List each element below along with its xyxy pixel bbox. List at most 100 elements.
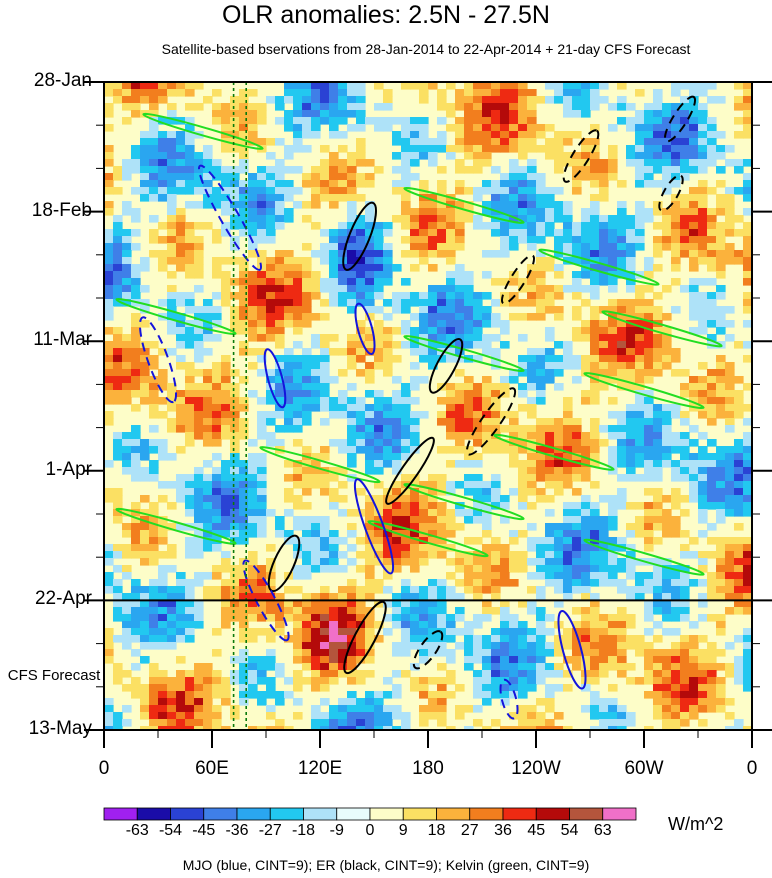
anomaly-cell bbox=[635, 110, 645, 118]
anomaly-cell bbox=[104, 712, 114, 720]
anomaly-cell bbox=[149, 187, 159, 195]
anomaly-cell bbox=[500, 215, 510, 223]
kelvin-contour bbox=[583, 372, 705, 410]
anomaly-cell bbox=[158, 565, 168, 573]
anomaly-cell bbox=[266, 292, 276, 300]
anomaly-cell bbox=[338, 187, 348, 195]
anomaly-cell bbox=[194, 726, 204, 730]
anomaly-cell bbox=[500, 726, 510, 730]
anomaly-cell bbox=[536, 425, 546, 433]
anomaly-cell bbox=[464, 327, 474, 335]
anomaly-cell bbox=[491, 635, 501, 643]
anomaly-cell bbox=[113, 516, 123, 524]
anomaly-cell bbox=[671, 180, 681, 188]
mjo-contour bbox=[499, 678, 519, 720]
anomaly-cell bbox=[347, 257, 357, 265]
anomaly-cell bbox=[500, 642, 510, 650]
anomaly-cell bbox=[338, 243, 348, 251]
anomaly-cell bbox=[347, 271, 357, 279]
anomaly-cell bbox=[617, 705, 627, 713]
anomaly-cell bbox=[158, 411, 168, 419]
anomaly-cell bbox=[383, 348, 393, 356]
anomaly-cell bbox=[671, 201, 681, 209]
anomaly-cell bbox=[500, 670, 510, 678]
anomaly-cell bbox=[113, 229, 123, 237]
anomaly-cell bbox=[563, 425, 573, 433]
anomaly-cell bbox=[527, 453, 537, 461]
anomaly-cell bbox=[401, 418, 411, 426]
anomaly-cell bbox=[293, 460, 303, 468]
anomaly-cell bbox=[509, 159, 519, 167]
anomaly-cell bbox=[167, 180, 177, 188]
anomaly-cell bbox=[482, 439, 492, 447]
anomaly-cell bbox=[734, 117, 744, 125]
anomaly-cell bbox=[653, 572, 663, 580]
anomaly-cell bbox=[410, 502, 420, 510]
anomaly-cell bbox=[536, 215, 546, 223]
anomaly-cell bbox=[446, 215, 456, 223]
anomaly-cell bbox=[266, 397, 276, 405]
anomaly-cell bbox=[347, 544, 357, 552]
anomaly-cell bbox=[509, 376, 519, 384]
anomaly-cell bbox=[572, 418, 582, 426]
anomaly-cell bbox=[149, 138, 159, 146]
colorbar-tick-label: 0 bbox=[365, 822, 375, 839]
anomaly-cell bbox=[365, 201, 375, 209]
anomaly-cell bbox=[284, 257, 294, 265]
anomaly-cell bbox=[590, 481, 600, 489]
anomaly-cell bbox=[500, 621, 510, 629]
anomaly-cell bbox=[140, 299, 150, 307]
anomaly-cell bbox=[707, 684, 717, 692]
anomaly-cell bbox=[239, 628, 249, 636]
anomaly-cell bbox=[230, 306, 240, 314]
anomaly-cell bbox=[113, 264, 123, 272]
anomaly-cell bbox=[536, 537, 546, 545]
anomaly-cell bbox=[545, 229, 555, 237]
anomaly-cell bbox=[527, 124, 537, 132]
anomaly-cell bbox=[437, 215, 447, 223]
anomaly-cell bbox=[590, 369, 600, 377]
anomaly-cell bbox=[662, 726, 672, 730]
anomaly-cell bbox=[365, 257, 375, 265]
anomaly-cell bbox=[599, 635, 609, 643]
anomaly-cell bbox=[653, 243, 663, 251]
anomaly-cell bbox=[158, 187, 168, 195]
anomaly-cell bbox=[707, 691, 717, 699]
anomaly-cell bbox=[275, 257, 285, 265]
anomaly-cell bbox=[266, 684, 276, 692]
anomaly-cell bbox=[464, 124, 474, 132]
anomaly-cell bbox=[617, 425, 627, 433]
anomaly-cell bbox=[455, 208, 465, 216]
anomaly-cell bbox=[203, 523, 213, 531]
anomaly-cell bbox=[581, 509, 591, 517]
anomaly-cell bbox=[725, 642, 735, 650]
anomaly-cell bbox=[653, 145, 663, 153]
anomaly-cell bbox=[608, 334, 618, 342]
anomaly-cell bbox=[716, 516, 726, 524]
anomaly-cell bbox=[500, 201, 510, 209]
anomaly-cell bbox=[743, 222, 752, 230]
anomaly-cell bbox=[500, 614, 510, 622]
anomaly-cell bbox=[230, 537, 240, 545]
anomaly-cell bbox=[122, 530, 132, 538]
anomaly-cell bbox=[410, 397, 420, 405]
anomaly-cell bbox=[284, 677, 294, 685]
anomaly-cell bbox=[131, 313, 141, 321]
anomaly-cell bbox=[518, 285, 528, 293]
anomaly-cell bbox=[248, 460, 258, 468]
anomaly-cell bbox=[122, 299, 132, 307]
anomaly-cell bbox=[563, 572, 573, 580]
anomaly-cell bbox=[329, 278, 339, 286]
anomaly-cell bbox=[644, 628, 654, 636]
anomaly-cell bbox=[473, 397, 483, 405]
anomaly-cell bbox=[248, 726, 258, 730]
anomaly-cell bbox=[617, 96, 627, 104]
anomaly-cell bbox=[545, 642, 555, 650]
anomaly-cell bbox=[167, 684, 177, 692]
kelvin-contour bbox=[367, 520, 489, 558]
anomaly-cell bbox=[158, 677, 168, 685]
anomaly-cell bbox=[293, 327, 303, 335]
anomaly-cell bbox=[167, 607, 177, 615]
anomaly-cell bbox=[437, 502, 447, 510]
anomaly-cell bbox=[572, 103, 582, 111]
